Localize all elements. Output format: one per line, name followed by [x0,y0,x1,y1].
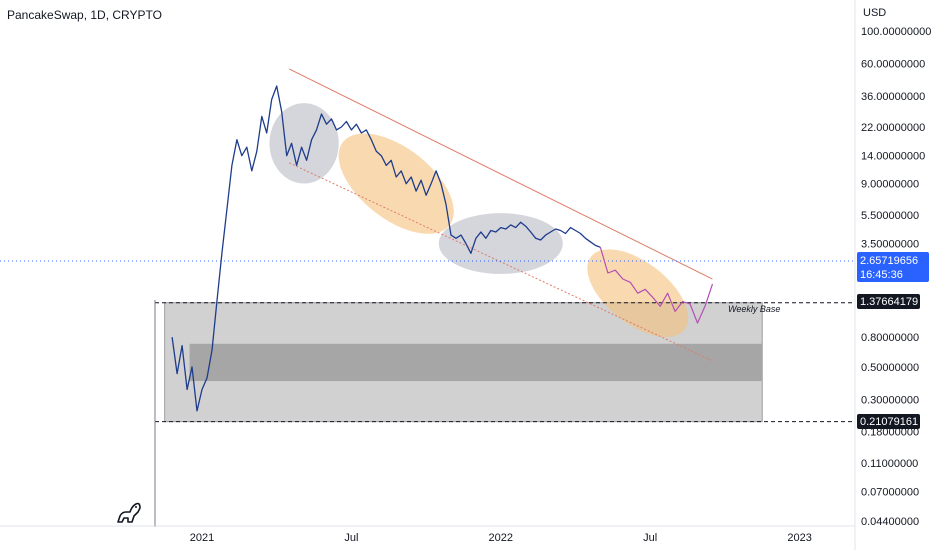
y-tick-label: 9.00000000 [861,179,919,191]
horizontal-levels [0,260,855,423]
price-series [171,85,714,412]
x-tick-label: 2022 [489,532,513,544]
y-tick-label: 0.04400000 [861,516,919,528]
currency-label: USD [863,7,886,19]
x-tick-label: Jul [643,532,657,544]
y-tick-label: 22.00000000 [861,122,925,134]
y-tick-label: 100.00000000 [861,26,931,38]
accumulation-ellipse-3 [438,213,563,274]
channel-upper-line [288,68,713,280]
lower-level-tag: 0.21079161 [857,414,920,429]
y-tick-label: 0.18000000 [861,427,919,439]
y-tick-label: 60.00000000 [861,58,925,70]
accumulation-ellipse-1 [269,103,339,184]
time-axis: 2021Jul2022Jul2023Jul2024Jul [190,532,812,544]
y-tick-label: 0.30000000 [861,394,919,406]
svg-text:16:45:36: 16:45:36 [860,269,903,281]
y-tick-label: 5.50000000 [861,210,919,222]
projection-line [599,247,714,324]
y-tick-label: 0.07000000 [861,487,919,499]
channel-lower-line [288,162,713,362]
x-tick-label: 2023 [787,532,811,544]
dino-logo-icon [117,502,141,523]
zone-inner [189,343,763,382]
y-tick-label: 0.50000000 [861,362,919,374]
svg-text:1.37664179: 1.37664179 [860,296,918,308]
y-tick-label: 0.11000000 [861,458,918,470]
distribution-ellipse-2 [338,133,454,234]
price-axis: 100.00000000 60.00000000 36.00000000 22.000… [861,26,931,528]
x-tick-label: 2021 [190,532,214,544]
svg-text:2.65719656: 2.65719656 [860,255,918,267]
x-tick-label: Jul [344,532,358,544]
y-tick-label: 36.00000000 [861,91,925,103]
y-tick-label: 14.00000000 [861,151,925,163]
chart-title: PancakeSwap, 1D, CRYPTO [7,8,162,22]
y-tick-label: 3.50000000 [861,239,919,251]
descending-channel [288,68,713,362]
upper-level-tag: 1.37664179 [857,294,920,309]
y-tick-label: 0.80000000 [861,332,919,344]
svg-text:0.21079161: 0.21079161 [860,416,918,428]
last-price-tag: 2.65719656 16:45:36 [857,252,929,282]
price-line [171,85,601,412]
zone-label: Weekly Base [728,304,780,314]
